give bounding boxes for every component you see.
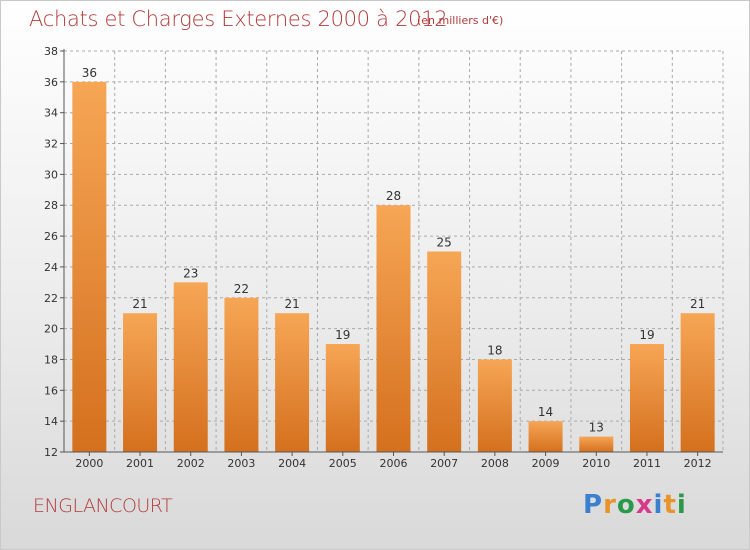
y-tick-label: 28 [44, 199, 58, 212]
logo-letter: i [676, 490, 687, 520]
bar [123, 313, 158, 452]
logo-letter: i [653, 490, 664, 520]
y-tick-label: 30 [44, 168, 58, 181]
x-tick-label: 2011 [633, 457, 661, 470]
logo-letter: P [583, 490, 604, 520]
data-label: 25 [437, 236, 452, 250]
x-tick-label: 2004 [278, 457, 306, 470]
y-tick-label: 26 [44, 230, 58, 243]
bar [376, 205, 411, 452]
x-tick-label: 2012 [684, 457, 712, 470]
y-tick-label: 38 [44, 45, 58, 58]
logo-letter: o [616, 490, 636, 520]
y-tick-label: 24 [44, 261, 58, 274]
bar [528, 421, 563, 452]
data-label: 13 [589, 421, 604, 435]
bar [629, 344, 664, 452]
bar [477, 359, 512, 452]
data-label: 28 [386, 189, 401, 203]
location-name: ENGLANCOURT [33, 495, 173, 517]
x-tick-label: 2007 [430, 457, 458, 470]
y-tick-label: 16 [44, 384, 58, 397]
bar [173, 282, 208, 452]
logo-letter: t [663, 490, 677, 520]
x-tick-label: 2009 [532, 457, 560, 470]
chart-subtitle: (en milliers d'€) [417, 14, 504, 27]
logo-letter: r [603, 490, 617, 520]
bar [325, 344, 360, 452]
y-tick-label: 20 [44, 323, 58, 336]
data-label: 23 [183, 266, 198, 280]
x-tick-label: 2008 [481, 457, 509, 470]
bar [224, 297, 259, 452]
data-label: 21 [132, 297, 147, 311]
y-tick-label: 36 [44, 76, 58, 89]
data-label: 21 [284, 297, 299, 311]
proxiti-logo: Proxiti [583, 490, 687, 520]
y-tick-label: 34 [44, 107, 58, 120]
y-tick-label: 32 [44, 138, 58, 151]
x-tick-label: 2006 [380, 457, 408, 470]
bars: 36 21 23 22 21 19 28 25 18 14 13 19 21 [72, 66, 715, 452]
data-label: 18 [487, 343, 502, 357]
x-tick-label: 2010 [582, 457, 610, 470]
y-tick-label: 12 [44, 446, 58, 459]
bar [579, 436, 614, 452]
x-tick-label: 2003 [227, 457, 255, 470]
data-label: 19 [335, 328, 350, 342]
logo-letter: x [635, 490, 654, 520]
data-label: 21 [690, 297, 705, 311]
axes: 12 14 16 18 20 22 24 26 28 30 32 34 36 38 2000 2001 2002… [44, 45, 723, 470]
bar [275, 313, 310, 452]
bar [427, 251, 462, 452]
bar [72, 81, 107, 452]
y-tick-label: 22 [44, 292, 58, 305]
bar [680, 313, 715, 452]
data-label: 36 [82, 66, 97, 80]
y-tick-label: 14 [44, 415, 58, 428]
data-label: 22 [234, 282, 249, 296]
x-tick-label: 2002 [177, 457, 205, 470]
x-tick-label: 2000 [75, 457, 103, 470]
x-tick-label: 2005 [329, 457, 357, 470]
data-label: 19 [639, 328, 654, 342]
data-label: 14 [538, 405, 553, 419]
chart-title: Achats et Charges Externes 2000 à 2012 [29, 7, 448, 31]
x-tick-label: 2001 [126, 457, 154, 470]
y-tick-label: 18 [44, 353, 58, 366]
